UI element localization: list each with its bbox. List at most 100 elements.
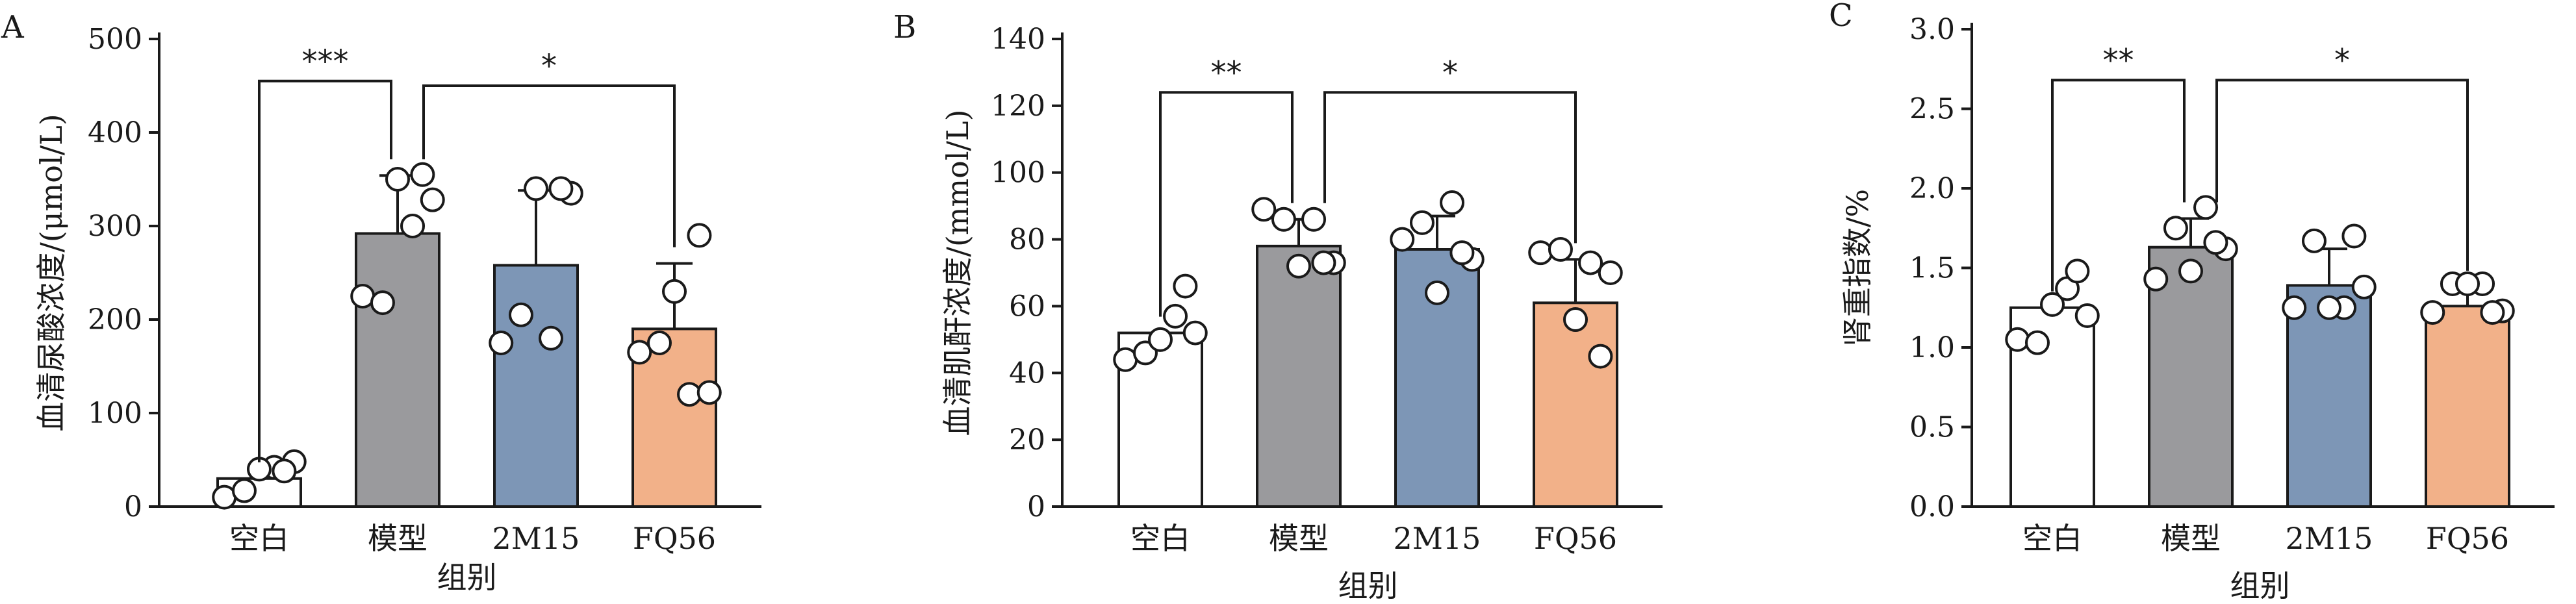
data-point bbox=[231, 478, 257, 503]
y-tick-label: 500 bbox=[88, 23, 142, 56]
data-point bbox=[2203, 230, 2228, 255]
y-tick-label: 100 bbox=[991, 157, 1045, 190]
data-point bbox=[1163, 303, 1188, 329]
data-point bbox=[662, 279, 687, 304]
data-point bbox=[1578, 250, 1603, 275]
data-point bbox=[2282, 295, 2307, 320]
x-axis-title: 组别 bbox=[2230, 568, 2290, 603]
significance-bracket bbox=[1159, 91, 1294, 317]
category-label: 模型 bbox=[2161, 521, 2221, 556]
data-point bbox=[2341, 223, 2367, 249]
category-label: 空白 bbox=[1130, 521, 1190, 556]
data-point bbox=[687, 223, 712, 248]
significance-label: ** bbox=[2103, 42, 2134, 79]
data-point bbox=[1311, 250, 1336, 275]
data-point bbox=[2024, 330, 2050, 355]
y-tick-label: 0.5 bbox=[1909, 411, 1955, 444]
y-axis-title: 血清肌酐浓度/(mmol/L) bbox=[940, 109, 975, 436]
data-point bbox=[2163, 216, 2188, 241]
y-tick-label: 1.0 bbox=[1909, 331, 1955, 364]
data-point bbox=[272, 459, 297, 484]
data-point bbox=[2351, 274, 2377, 299]
y-tick-label: 140 bbox=[991, 23, 1045, 56]
significance-bracket bbox=[2051, 79, 2186, 292]
data-point bbox=[508, 302, 533, 327]
y-tick-label: 60 bbox=[1009, 290, 1045, 323]
y-tick-label: 120 bbox=[991, 90, 1045, 123]
bar-FQ56 bbox=[2425, 305, 2510, 508]
bar-模型 bbox=[355, 232, 440, 508]
panel-letter: C bbox=[1829, 0, 1853, 34]
bar-2M15 bbox=[493, 264, 579, 508]
y-tick-label: 100 bbox=[88, 397, 142, 430]
significance-label: * bbox=[2334, 42, 2350, 79]
data-point bbox=[2040, 292, 2065, 317]
data-point bbox=[489, 331, 514, 355]
chart-panel-B: B 0 20 40 60 80 100 120 140 血清肌酐浓度/(mmol/L) 组别 空白 模型… bbox=[893, 9, 1663, 603]
data-point bbox=[1173, 273, 1198, 299]
data-point bbox=[2420, 300, 2445, 325]
data-point bbox=[1563, 307, 1588, 332]
data-point bbox=[385, 167, 410, 192]
data-point bbox=[1528, 240, 1553, 266]
data-point bbox=[1148, 327, 1173, 352]
data-point bbox=[548, 176, 574, 201]
y-axis-title: 血清尿酸浓度/(μmol/L) bbox=[34, 114, 69, 431]
data-point bbox=[1286, 253, 1311, 279]
significance-label: *** bbox=[302, 44, 349, 80]
y-tick-label: 0 bbox=[124, 490, 142, 523]
data-point bbox=[2455, 271, 2480, 296]
data-point bbox=[1409, 210, 1435, 235]
data-point bbox=[420, 187, 445, 212]
data-point bbox=[524, 176, 548, 201]
y-tick-label: 1.5 bbox=[1909, 252, 1955, 285]
data-point bbox=[2065, 258, 2090, 284]
data-point bbox=[2143, 266, 2169, 292]
category-label: 空白 bbox=[2022, 521, 2082, 556]
data-point bbox=[1449, 240, 1475, 266]
y-tick-label: 300 bbox=[88, 210, 142, 243]
category-label: 2M15 bbox=[492, 521, 580, 556]
data-point bbox=[1182, 320, 1208, 346]
bar-FQ56 bbox=[1533, 301, 1618, 508]
y-tick-label: 0.0 bbox=[1909, 490, 1955, 523]
data-point bbox=[2074, 303, 2100, 328]
y-tick-label: 400 bbox=[88, 116, 142, 149]
data-point bbox=[2301, 228, 2327, 253]
chart-panel-A: A 0 100 200 300 400 500 血清尿酸浓度/(μmol/L) 组别 空白 模型 2M… bbox=[1, 9, 761, 595]
data-point bbox=[370, 290, 395, 316]
significance-label: * bbox=[1442, 55, 1458, 91]
data-point bbox=[539, 325, 564, 351]
significance-bracket bbox=[2215, 79, 2469, 271]
data-point bbox=[1548, 237, 1573, 262]
significance-label: * bbox=[541, 48, 557, 84]
data-point bbox=[2480, 300, 2505, 325]
significance-bracket bbox=[1323, 91, 1577, 244]
x-axis-title: 组别 bbox=[1338, 568, 1398, 603]
significance-label: ** bbox=[1211, 55, 1242, 91]
x-axis-title: 组别 bbox=[437, 560, 497, 595]
bar-模型 bbox=[2148, 245, 2234, 508]
data-point bbox=[1301, 207, 1327, 232]
data-point bbox=[2193, 195, 2219, 220]
data-point bbox=[410, 162, 435, 187]
data-point bbox=[1440, 190, 1465, 215]
y-tick-label: 3.0 bbox=[1909, 13, 1955, 46]
category-label: 空白 bbox=[229, 521, 289, 556]
category-label: 2M15 bbox=[1394, 521, 1481, 556]
y-tick-label: 40 bbox=[1009, 357, 1045, 390]
data-point bbox=[696, 380, 722, 405]
data-point bbox=[1271, 207, 1296, 232]
significance-bracket bbox=[422, 84, 676, 247]
category-label: 2M15 bbox=[2286, 521, 2373, 556]
y-tick-label: 200 bbox=[88, 303, 142, 336]
bar-2M15 bbox=[2286, 284, 2372, 508]
data-point bbox=[1598, 260, 1623, 285]
data-point bbox=[400, 214, 426, 238]
significance-bracket bbox=[258, 79, 392, 462]
data-point bbox=[2317, 295, 2341, 320]
data-point bbox=[1251, 197, 1277, 222]
data-point bbox=[677, 382, 702, 407]
category-label: FQ56 bbox=[1534, 521, 1617, 556]
